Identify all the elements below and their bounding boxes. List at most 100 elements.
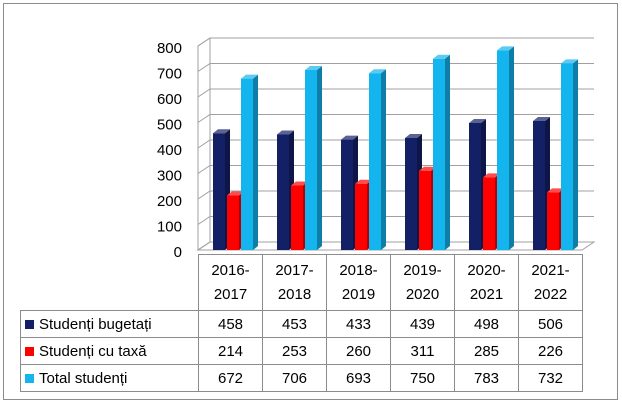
bar-face bbox=[317, 65, 322, 250]
category-label: 2017-2018 bbox=[262, 254, 327, 311]
grid-line bbox=[197, 139, 594, 149]
category-label: 2021-2022 bbox=[518, 254, 583, 311]
table-value: 672 bbox=[198, 364, 263, 392]
bar-face bbox=[483, 173, 500, 178]
legend-key bbox=[25, 346, 34, 356]
y-tick-label: 400 bbox=[157, 142, 182, 159]
bar-face bbox=[305, 65, 322, 70]
y-tick-label: 300 bbox=[157, 167, 182, 184]
bar-face bbox=[213, 129, 230, 134]
bar-face bbox=[355, 183, 367, 250]
bar-face bbox=[291, 185, 303, 250]
grid-line bbox=[197, 165, 594, 174]
bar-face bbox=[561, 63, 573, 251]
category-label: 2020-2021 bbox=[454, 254, 519, 311]
table-value: 453 bbox=[262, 310, 327, 338]
bar-face bbox=[241, 74, 258, 79]
table-value: 253 bbox=[262, 337, 327, 365]
bar bbox=[433, 54, 450, 250]
bar-face bbox=[533, 116, 550, 121]
bar-face bbox=[253, 74, 258, 250]
grid-line bbox=[197, 216, 594, 225]
table-header-row: 2016-2017 2017-2018 2018-2019 2019-2020 2020… bbox=[20, 254, 583, 311]
legend-entry: Total studenți bbox=[20, 364, 199, 392]
bar-face bbox=[483, 177, 495, 250]
table-value: 498 bbox=[454, 310, 519, 338]
grid-line bbox=[197, 88, 594, 98]
bar-face bbox=[381, 69, 386, 250]
grid-line bbox=[197, 63, 594, 72]
y-tick-label: 700 bbox=[157, 65, 182, 82]
y-tick-label: 800 bbox=[157, 40, 182, 57]
bar-face bbox=[497, 50, 509, 251]
bar-face bbox=[341, 135, 358, 140]
bar-face bbox=[433, 54, 450, 59]
grid-line bbox=[197, 190, 594, 200]
table-value: 214 bbox=[198, 337, 263, 365]
table-value: 433 bbox=[326, 310, 391, 338]
table-corner bbox=[20, 254, 199, 311]
legend-key bbox=[25, 373, 34, 383]
legend-label: Total studenți bbox=[39, 369, 128, 387]
bar-face bbox=[497, 46, 514, 51]
bar-face bbox=[419, 170, 431, 250]
table-row: Studenți bugetați 458 453 433 439 498 506 bbox=[20, 310, 583, 338]
bar bbox=[305, 65, 322, 250]
bar-face bbox=[509, 46, 514, 251]
table-value: 458 bbox=[198, 310, 263, 338]
table-value: 311 bbox=[390, 337, 455, 365]
table-value: 285 bbox=[454, 337, 519, 365]
bar-face bbox=[355, 179, 372, 184]
bar bbox=[369, 69, 386, 250]
bar bbox=[561, 59, 578, 251]
table-value: 693 bbox=[326, 364, 391, 392]
bar-face bbox=[561, 59, 578, 64]
table-value: 706 bbox=[262, 364, 327, 392]
bar-face bbox=[227, 195, 239, 250]
table-value: 506 bbox=[518, 310, 583, 338]
bar-face bbox=[369, 73, 381, 250]
bar-face bbox=[369, 69, 386, 74]
bar-face bbox=[445, 54, 450, 250]
table-value: 260 bbox=[326, 337, 391, 365]
table-value: 783 bbox=[454, 364, 519, 392]
y-tick-label: 100 bbox=[157, 218, 182, 235]
bar-face bbox=[341, 139, 353, 250]
bar bbox=[241, 74, 258, 250]
bar-face bbox=[419, 166, 436, 171]
bar-face bbox=[305, 69, 317, 250]
bar-face bbox=[213, 133, 225, 250]
table-value: 732 bbox=[518, 364, 583, 392]
bar-face bbox=[433, 58, 445, 250]
bar-face bbox=[547, 188, 564, 193]
table-value: 226 bbox=[518, 337, 583, 365]
table-row: Total studenți 672 706 693 750 783 732 bbox=[20, 364, 583, 392]
category-label: 2016-2017 bbox=[198, 254, 263, 311]
y-tick-label: 600 bbox=[157, 91, 182, 108]
y-tick-label: 500 bbox=[157, 116, 182, 133]
grid-line bbox=[197, 37, 594, 47]
table-value: 439 bbox=[390, 310, 455, 338]
bar-face bbox=[405, 138, 417, 250]
grid-line bbox=[197, 241, 594, 251]
legend-key bbox=[25, 319, 34, 329]
y-tick-label: 0 bbox=[174, 244, 182, 261]
bar-face bbox=[573, 59, 578, 251]
bar bbox=[533, 116, 550, 250]
bar-face bbox=[291, 181, 308, 186]
bar-face bbox=[405, 134, 422, 139]
bar bbox=[497, 46, 514, 251]
legend-label: Studenți bugetați bbox=[39, 315, 152, 333]
chart-border bbox=[3, 3, 618, 400]
bar-face bbox=[533, 120, 545, 250]
bar-face bbox=[469, 123, 481, 250]
table-row: Studenți cu taxă 214 253 260 311 285 226 bbox=[20, 337, 583, 365]
category-label: 2018-2019 bbox=[326, 254, 391, 311]
legend-entry: Studenți cu taxă bbox=[20, 337, 199, 365]
bar-face bbox=[277, 130, 294, 135]
y-tick-label: 200 bbox=[157, 193, 182, 210]
bar-face bbox=[241, 78, 253, 250]
table-value: 750 bbox=[390, 364, 455, 392]
